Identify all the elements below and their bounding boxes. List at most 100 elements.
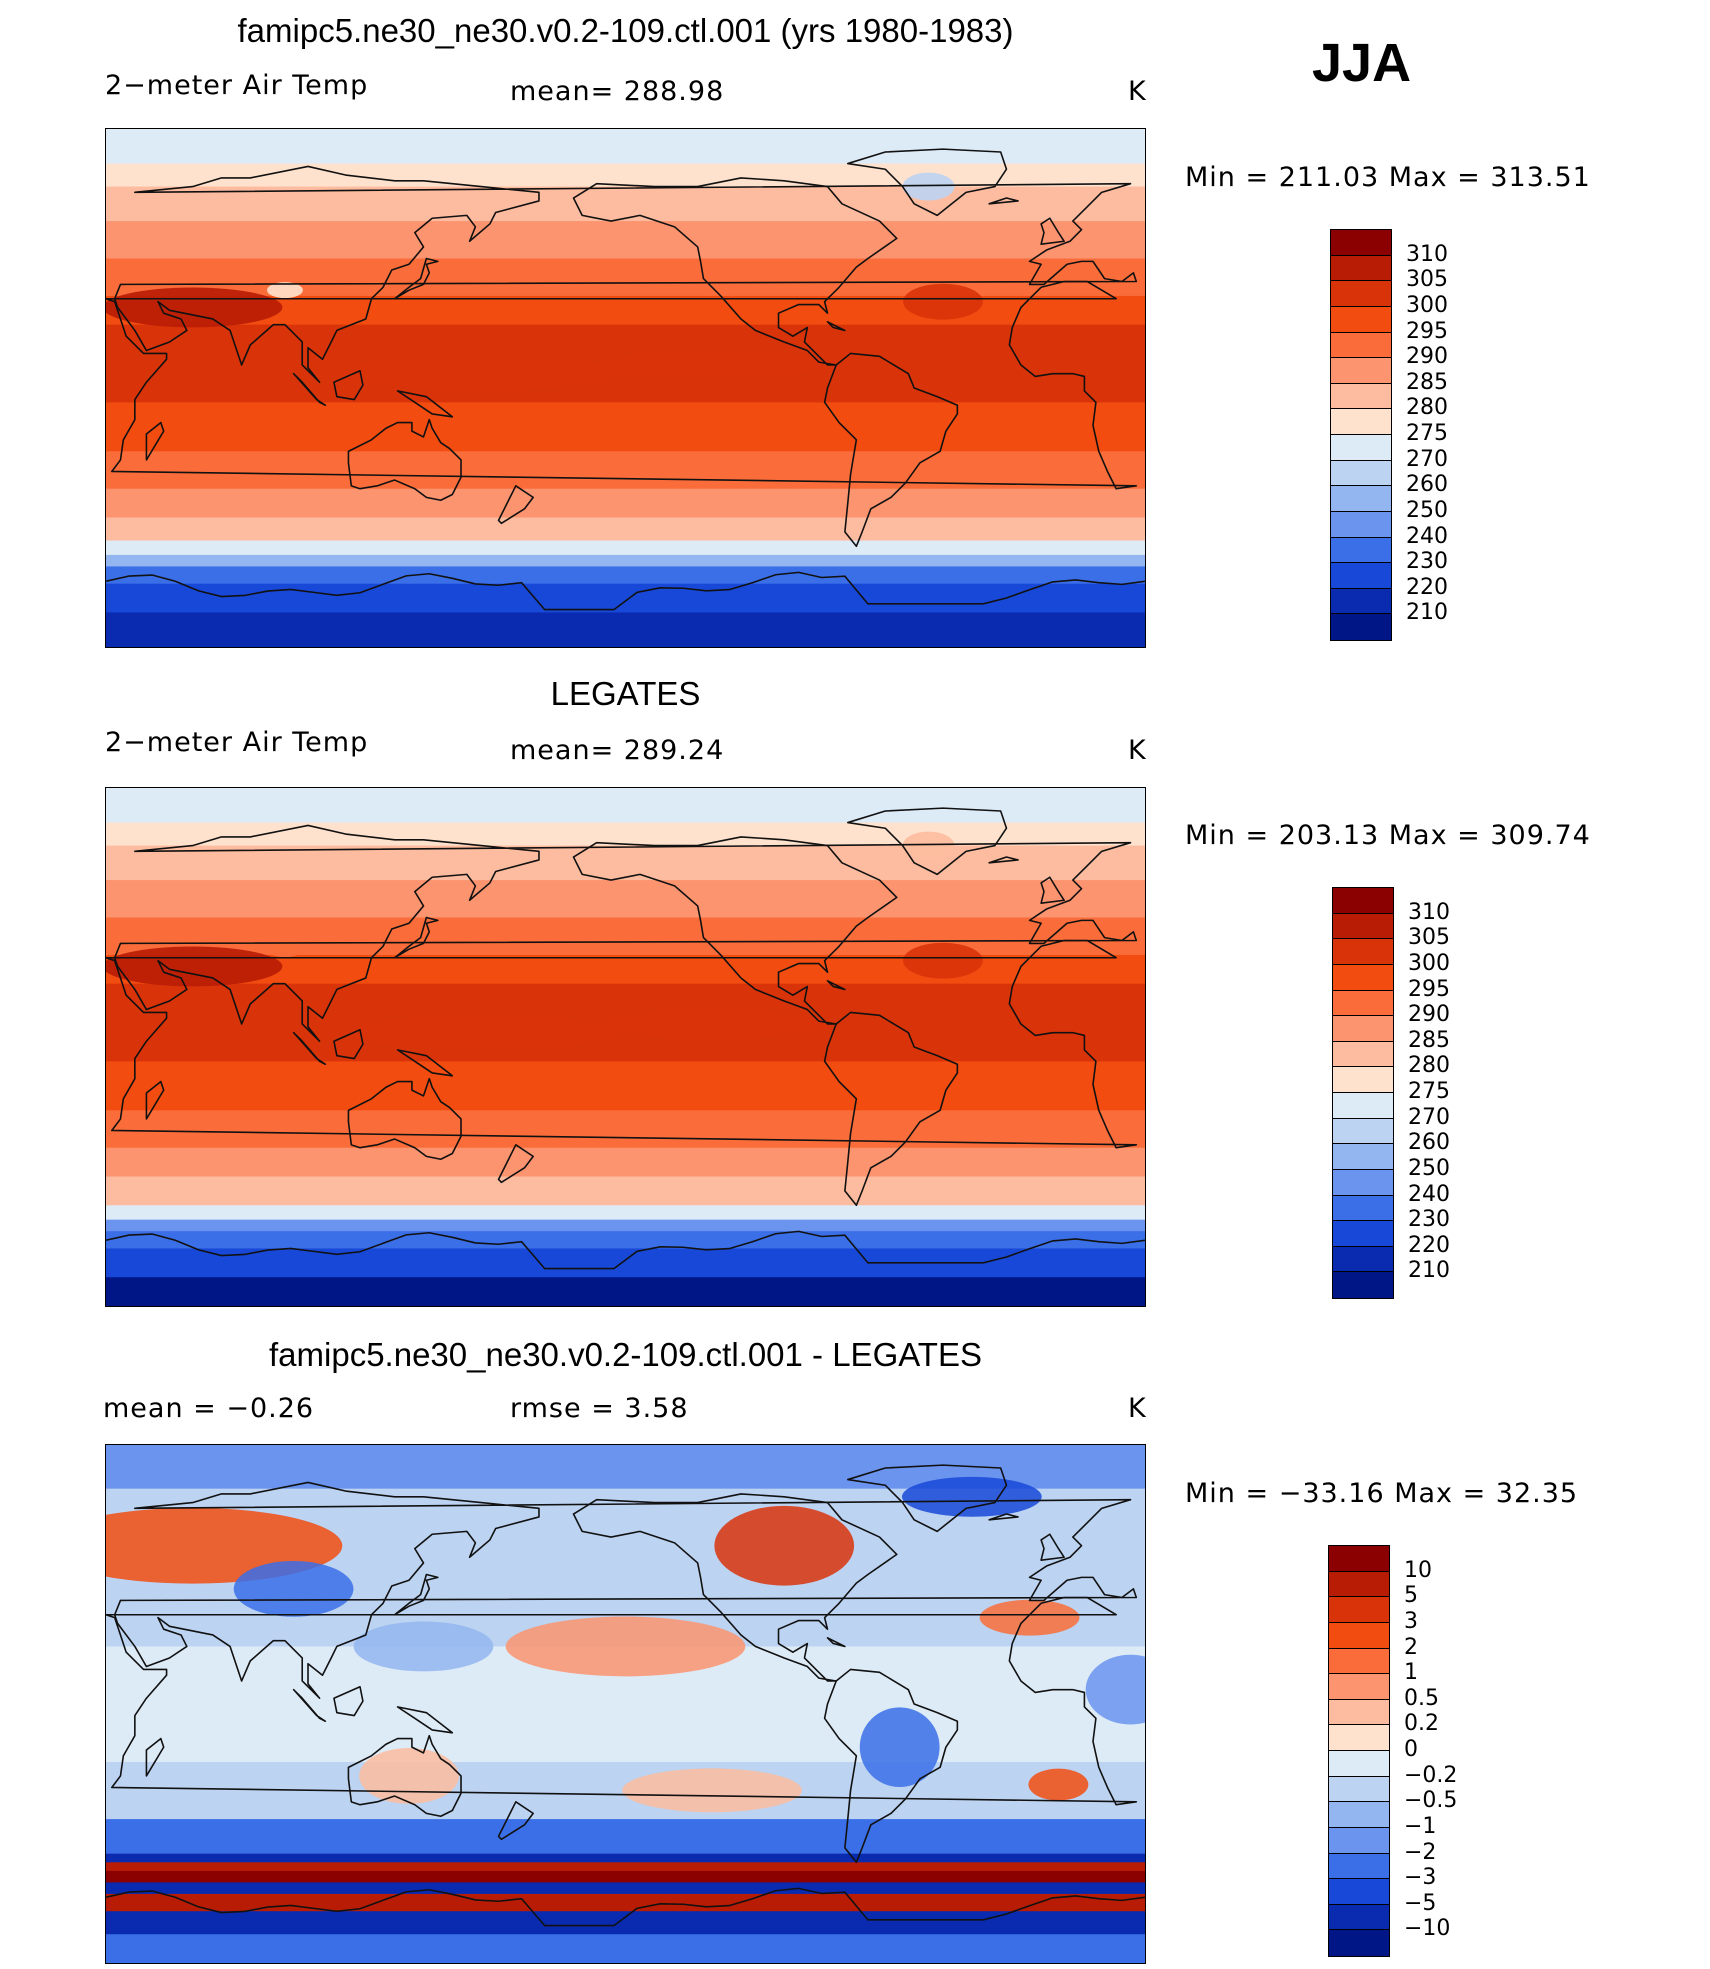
coastline	[396, 390, 454, 418]
coastline	[396, 1706, 454, 1734]
colorbar-swatch	[1331, 486, 1391, 512]
colorbar-tick-label: −5	[1404, 1890, 1437, 1916]
coastline	[846, 148, 1008, 217]
colorbar-tick-label: −2	[1404, 1839, 1437, 1865]
colorbar-tick-label: 285	[1408, 1027, 1450, 1053]
colorbar-swatch	[1329, 1827, 1389, 1854]
panel-1-variable-label: 2−meter Air Temp	[105, 70, 369, 101]
colorbar-swatch	[1331, 537, 1391, 564]
colorbar-tick-label: −0.5	[1404, 1788, 1458, 1814]
panel-3-minmax: Min = −33.16 Max = 32.35	[1185, 1478, 1579, 1509]
coastline	[572, 1493, 898, 1682]
zonal-difference-band	[106, 1819, 1145, 1855]
coastline	[1040, 1533, 1065, 1561]
colorbar-swatch	[1333, 1067, 1393, 1093]
colorbar-tick-label: 0.5	[1404, 1685, 1439, 1711]
colorbar-swatch	[1333, 913, 1393, 940]
season-label: JJA	[1312, 33, 1412, 93]
zonal-temperature-band	[106, 788, 1145, 824]
colorbar-swatch	[1329, 1725, 1389, 1751]
difference-anomaly-region	[714, 1505, 855, 1586]
colorbar-swatch	[1329, 1674, 1389, 1700]
temperature-anomaly-region	[903, 283, 983, 320]
panel-2-minmax: Min = 203.13 Max = 309.74	[1185, 820, 1591, 851]
colorbar-swatch	[1331, 255, 1391, 282]
temperature-anomaly-region	[902, 172, 955, 201]
colorbar-tick-label: 300	[1406, 292, 1448, 318]
temperature-anomaly-region	[266, 941, 303, 958]
zonal-temperature-band	[106, 554, 1145, 567]
colorbar-tick-label: −3	[1404, 1865, 1437, 1891]
colorbar-swatch	[1333, 1221, 1393, 1247]
colorbar-swatch	[1333, 939, 1393, 965]
colorbar-swatch	[1329, 1622, 1389, 1649]
coastline	[292, 1688, 327, 1723]
coastline	[113, 824, 1138, 1043]
coastline	[106, 1596, 1138, 1806]
difference-anomaly-region	[622, 1768, 802, 1813]
zonal-difference-band	[106, 1862, 1145, 1872]
colorbar-tick-label: 310	[1406, 241, 1448, 267]
coastline	[145, 1737, 165, 1777]
panel-2-map	[105, 787, 1146, 1307]
panel-2-colorbar	[1332, 887, 1394, 1299]
zonal-difference-band	[106, 1911, 1145, 1935]
colorbar-swatch	[1333, 888, 1393, 914]
difference-anomaly-region	[859, 1707, 940, 1788]
panel-1-mean-label: mean= 288.98	[510, 76, 725, 107]
colorbar-tick-label: 310	[1408, 899, 1450, 925]
panel-3-map	[105, 1444, 1146, 1964]
difference-anomaly-region	[1085, 1654, 1145, 1725]
colorbar-tick-label: 260	[1408, 1130, 1450, 1156]
colorbar-swatch	[1333, 1246, 1393, 1273]
colorbar-swatch	[1329, 1571, 1389, 1598]
colorbar-swatch	[1333, 1169, 1393, 1196]
colorbar-swatch	[1331, 563, 1391, 589]
colorbar-tick-label: 2	[1404, 1634, 1418, 1660]
colorbar-tick-label: −1	[1404, 1813, 1437, 1839]
colorbar-swatch	[1333, 964, 1393, 991]
coastline	[572, 177, 898, 366]
coastline	[497, 1801, 534, 1841]
coastline	[823, 1011, 959, 1207]
difference-anomaly-region	[979, 1599, 1080, 1636]
colorbar-tick-label: 210	[1406, 600, 1448, 626]
coastline	[826, 321, 846, 332]
temperature-anomaly-region	[341, 357, 621, 390]
colorbar-tick-label: 0.2	[1404, 1711, 1439, 1737]
coastline	[988, 856, 1019, 864]
zonal-temperature-band	[106, 845, 1145, 881]
temperature-anomaly-region	[902, 831, 955, 860]
zonal-temperature-band	[106, 517, 1145, 542]
coastline	[846, 1464, 1008, 1533]
zonal-temperature-band	[106, 1219, 1145, 1232]
temperature-anomaly-region	[903, 942, 983, 979]
colorbar-tick-label: 275	[1408, 1079, 1450, 1104]
panel-2-mean-label: mean= 289.24	[510, 735, 725, 766]
colorbar-swatch	[1333, 1016, 1393, 1042]
colorbar-swatch	[1331, 281, 1391, 307]
coastline	[1040, 217, 1065, 245]
colorbar-tick-label: 260	[1406, 472, 1448, 498]
panel-1-title: famipc5.ne30_ne30.v0.2-109.ctl.001 (yrs …	[237, 12, 1014, 49]
coastline	[988, 1513, 1019, 1521]
coastline	[497, 485, 534, 525]
antarctica-coastline	[106, 1887, 1145, 1927]
coastline	[826, 1637, 846, 1648]
colorbar-tick-label: 285	[1406, 369, 1448, 395]
coastline	[292, 372, 327, 407]
colorbar-tick-label: 220	[1408, 1232, 1450, 1258]
panel-3-colorbar	[1328, 1545, 1390, 1957]
colorbar-swatch	[1331, 306, 1391, 333]
colorbar-tick-label: 210	[1408, 1258, 1450, 1284]
coastline	[333, 369, 364, 401]
colorbar-tick-label: 240	[1408, 1181, 1450, 1207]
colorbar-swatch	[1331, 358, 1391, 384]
colorbar-tick-label: 295	[1408, 976, 1450, 1002]
colorbar-tick-label: 230	[1408, 1207, 1450, 1233]
colorbar-swatch	[1331, 409, 1391, 435]
colorbar-tick-label: 290	[1406, 344, 1448, 370]
zonal-temperature-band	[106, 488, 1145, 518]
coastline	[113, 1481, 1138, 1700]
colorbar-tick-label: −0.2	[1404, 1762, 1458, 1788]
